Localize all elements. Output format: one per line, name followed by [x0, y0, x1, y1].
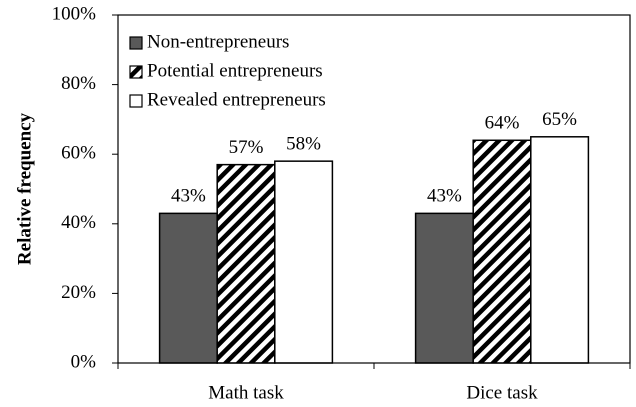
- y-tick-label: 80%: [61, 73, 96, 94]
- bar: [158, 212, 218, 364]
- value-label: 43%: [171, 186, 206, 207]
- value-label: 64%: [485, 113, 520, 134]
- bar: [472, 139, 532, 364]
- x-tick-label: Math task: [208, 382, 284, 403]
- y-tick-label: 20%: [61, 282, 96, 303]
- legend-swatch: [129, 94, 143, 108]
- legend-label: Potential entrepreneurs: [147, 60, 323, 81]
- legend-swatch: [129, 65, 143, 79]
- bar: [216, 163, 276, 364]
- y-axis-label: Relative frequency: [14, 112, 35, 265]
- value-label: 43%: [427, 186, 462, 207]
- y-tick-label: 60%: [61, 143, 96, 164]
- y-tick-label: 100%: [52, 3, 97, 24]
- bar: [274, 160, 334, 364]
- y-tick-label: 0%: [71, 351, 97, 372]
- legend-swatch: [129, 36, 143, 50]
- bar: [414, 212, 474, 364]
- value-label: 58%: [286, 134, 321, 155]
- x-tick-label: Dice task: [466, 382, 538, 403]
- y-tick-label: 40%: [61, 212, 96, 233]
- value-label: 57%: [229, 137, 264, 158]
- legend-label: Non-entrepreneurs: [147, 31, 289, 52]
- legend-label: Revealed entrepreneurs: [147, 89, 326, 110]
- value-label: 65%: [542, 109, 577, 130]
- bar: [530, 136, 590, 364]
